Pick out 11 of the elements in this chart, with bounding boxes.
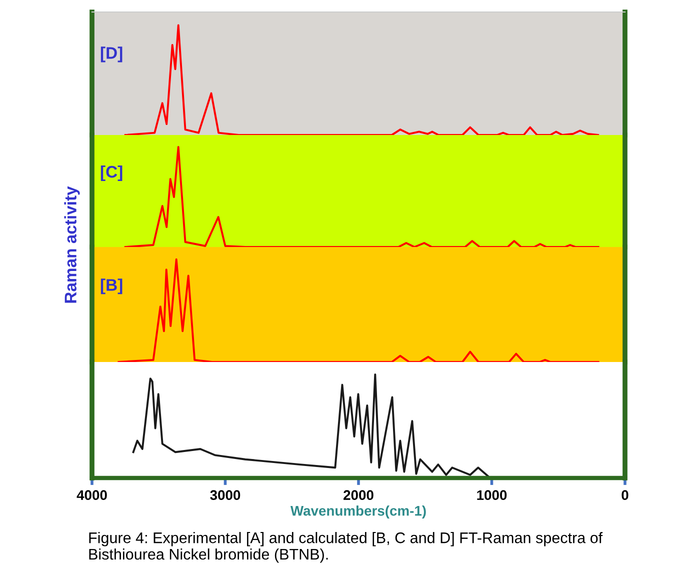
x-tick-label: 0	[622, 490, 628, 500]
annotation: [B]	[100, 278, 122, 294]
annotation: [C]	[100, 165, 122, 182]
annotation: [D]	[100, 46, 122, 62]
x-tick-label: 4000	[76, 490, 107, 500]
x-axis-title: Wavenumbers(cm-1)	[290, 506, 426, 518]
y-axis-title: Raman activity	[64, 186, 80, 303]
caption: Figure 4: Experimental [A] and calculated [B, C and D] FT-Raman spectra of Bisthiourea Nickel bromide (BTNB).	[89, 532, 603, 563]
x-tick-label: 3000	[210, 490, 240, 500]
x-tick-label: 1000	[477, 490, 507, 500]
x-tick-label: 2000	[344, 490, 374, 500]
